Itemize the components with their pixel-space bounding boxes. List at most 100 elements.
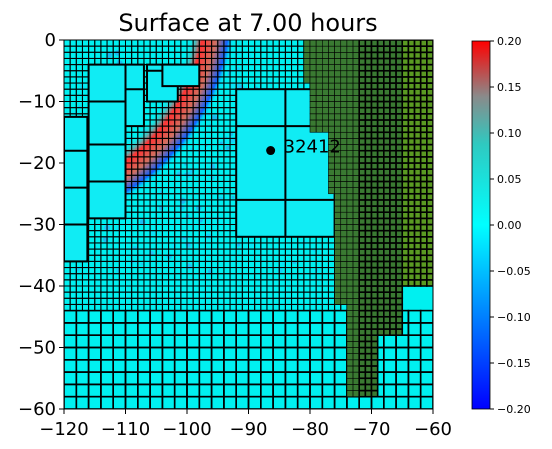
land-cell <box>358 137 367 146</box>
land-cell <box>358 383 367 392</box>
land-cell <box>328 156 335 164</box>
land-cell <box>370 180 379 189</box>
land-cell <box>315 113 323 121</box>
land-cell <box>358 180 367 189</box>
land-cell <box>340 76 348 84</box>
land-cell <box>358 371 367 380</box>
land-cell <box>352 304 360 311</box>
land-cell <box>358 377 367 386</box>
land-cell <box>364 285 373 293</box>
land-cell <box>376 57 385 66</box>
land-cell <box>426 174 433 183</box>
land-cell <box>389 51 397 60</box>
land-cell <box>426 186 433 195</box>
land-cell <box>376 199 385 207</box>
land-cell <box>401 254 410 263</box>
land-cell <box>370 168 379 177</box>
land-cell <box>309 40 317 47</box>
land-cell <box>364 328 373 336</box>
land-cell <box>358 106 367 115</box>
land-cell <box>364 143 373 152</box>
land-cell <box>334 261 342 268</box>
land-cell <box>334 230 342 238</box>
land-cell <box>321 82 329 90</box>
land-cell <box>389 106 397 115</box>
land-cell <box>376 297 385 306</box>
land-cell <box>426 199 433 207</box>
land-cell <box>376 211 385 220</box>
land-cell <box>370 266 379 275</box>
land-cell <box>370 272 379 281</box>
land-cell <box>382 82 391 91</box>
land-cell <box>382 272 391 281</box>
land-cell <box>389 328 397 336</box>
land-cell <box>364 352 373 361</box>
land-cell <box>389 211 397 220</box>
land-cell <box>352 162 360 170</box>
land-cell <box>370 346 379 355</box>
land-cell <box>309 119 317 127</box>
land-cell <box>352 273 360 281</box>
land-cell <box>413 199 422 207</box>
land-cell <box>382 211 391 220</box>
land-cell <box>364 113 373 121</box>
land-cell <box>358 119 367 127</box>
land-cell <box>334 248 342 256</box>
land-cell <box>389 266 397 275</box>
land-cell <box>346 119 354 127</box>
land-cell <box>321 76 329 84</box>
land-cell <box>303 76 311 84</box>
land-cell <box>395 322 404 330</box>
land-cell <box>334 254 342 262</box>
land-cell <box>352 341 360 348</box>
land-cell <box>376 328 385 336</box>
land-cell <box>346 199 354 207</box>
land-cell <box>382 217 391 226</box>
land-cell <box>389 125 397 134</box>
land-cell <box>315 40 323 47</box>
land-cell <box>426 40 433 47</box>
land-cell <box>358 297 367 306</box>
land-cell <box>358 279 367 287</box>
land-cell <box>419 149 428 158</box>
land-cell <box>407 217 416 226</box>
land-cell <box>413 186 422 195</box>
land-cell <box>334 236 342 244</box>
land-cell <box>352 64 360 72</box>
land-cell <box>358 174 367 183</box>
land-cell <box>401 279 410 287</box>
land-cell <box>382 322 391 330</box>
land-cell <box>376 125 385 134</box>
land-cell <box>389 174 397 183</box>
land-cell <box>382 88 391 97</box>
y-tick-label: 0 <box>45 30 56 51</box>
land-cell <box>346 328 354 336</box>
colorbar-tick-label: 0.00 <box>497 219 522 232</box>
land-cell <box>407 211 416 220</box>
land-cell <box>328 70 335 78</box>
land-cell <box>407 174 416 183</box>
land-cell <box>346 230 354 238</box>
land-cell <box>395 162 404 170</box>
land-cell <box>407 186 416 195</box>
land-cell <box>407 229 416 238</box>
land-cell <box>395 51 404 60</box>
land-cell <box>364 40 373 47</box>
land-cell <box>413 113 422 121</box>
land-cell <box>340 267 348 274</box>
land-cell <box>346 353 354 361</box>
land-cell <box>370 174 379 183</box>
colorbar-ticks: 0.20 0.15 0.10 0.05 0.00 −0.05 −0.10 −0.15 −0.20 <box>490 35 531 416</box>
land-cell <box>364 279 373 287</box>
land-cell <box>389 137 397 146</box>
land-cell <box>303 64 311 72</box>
land-cell <box>346 254 354 262</box>
land-cell <box>395 45 404 54</box>
land-cell <box>401 40 410 47</box>
land-cell <box>419 113 428 121</box>
land-cell <box>426 76 433 84</box>
land-cell <box>413 45 422 54</box>
land-cell <box>315 82 323 90</box>
land-cell <box>340 82 348 90</box>
land-cell <box>358 205 367 214</box>
